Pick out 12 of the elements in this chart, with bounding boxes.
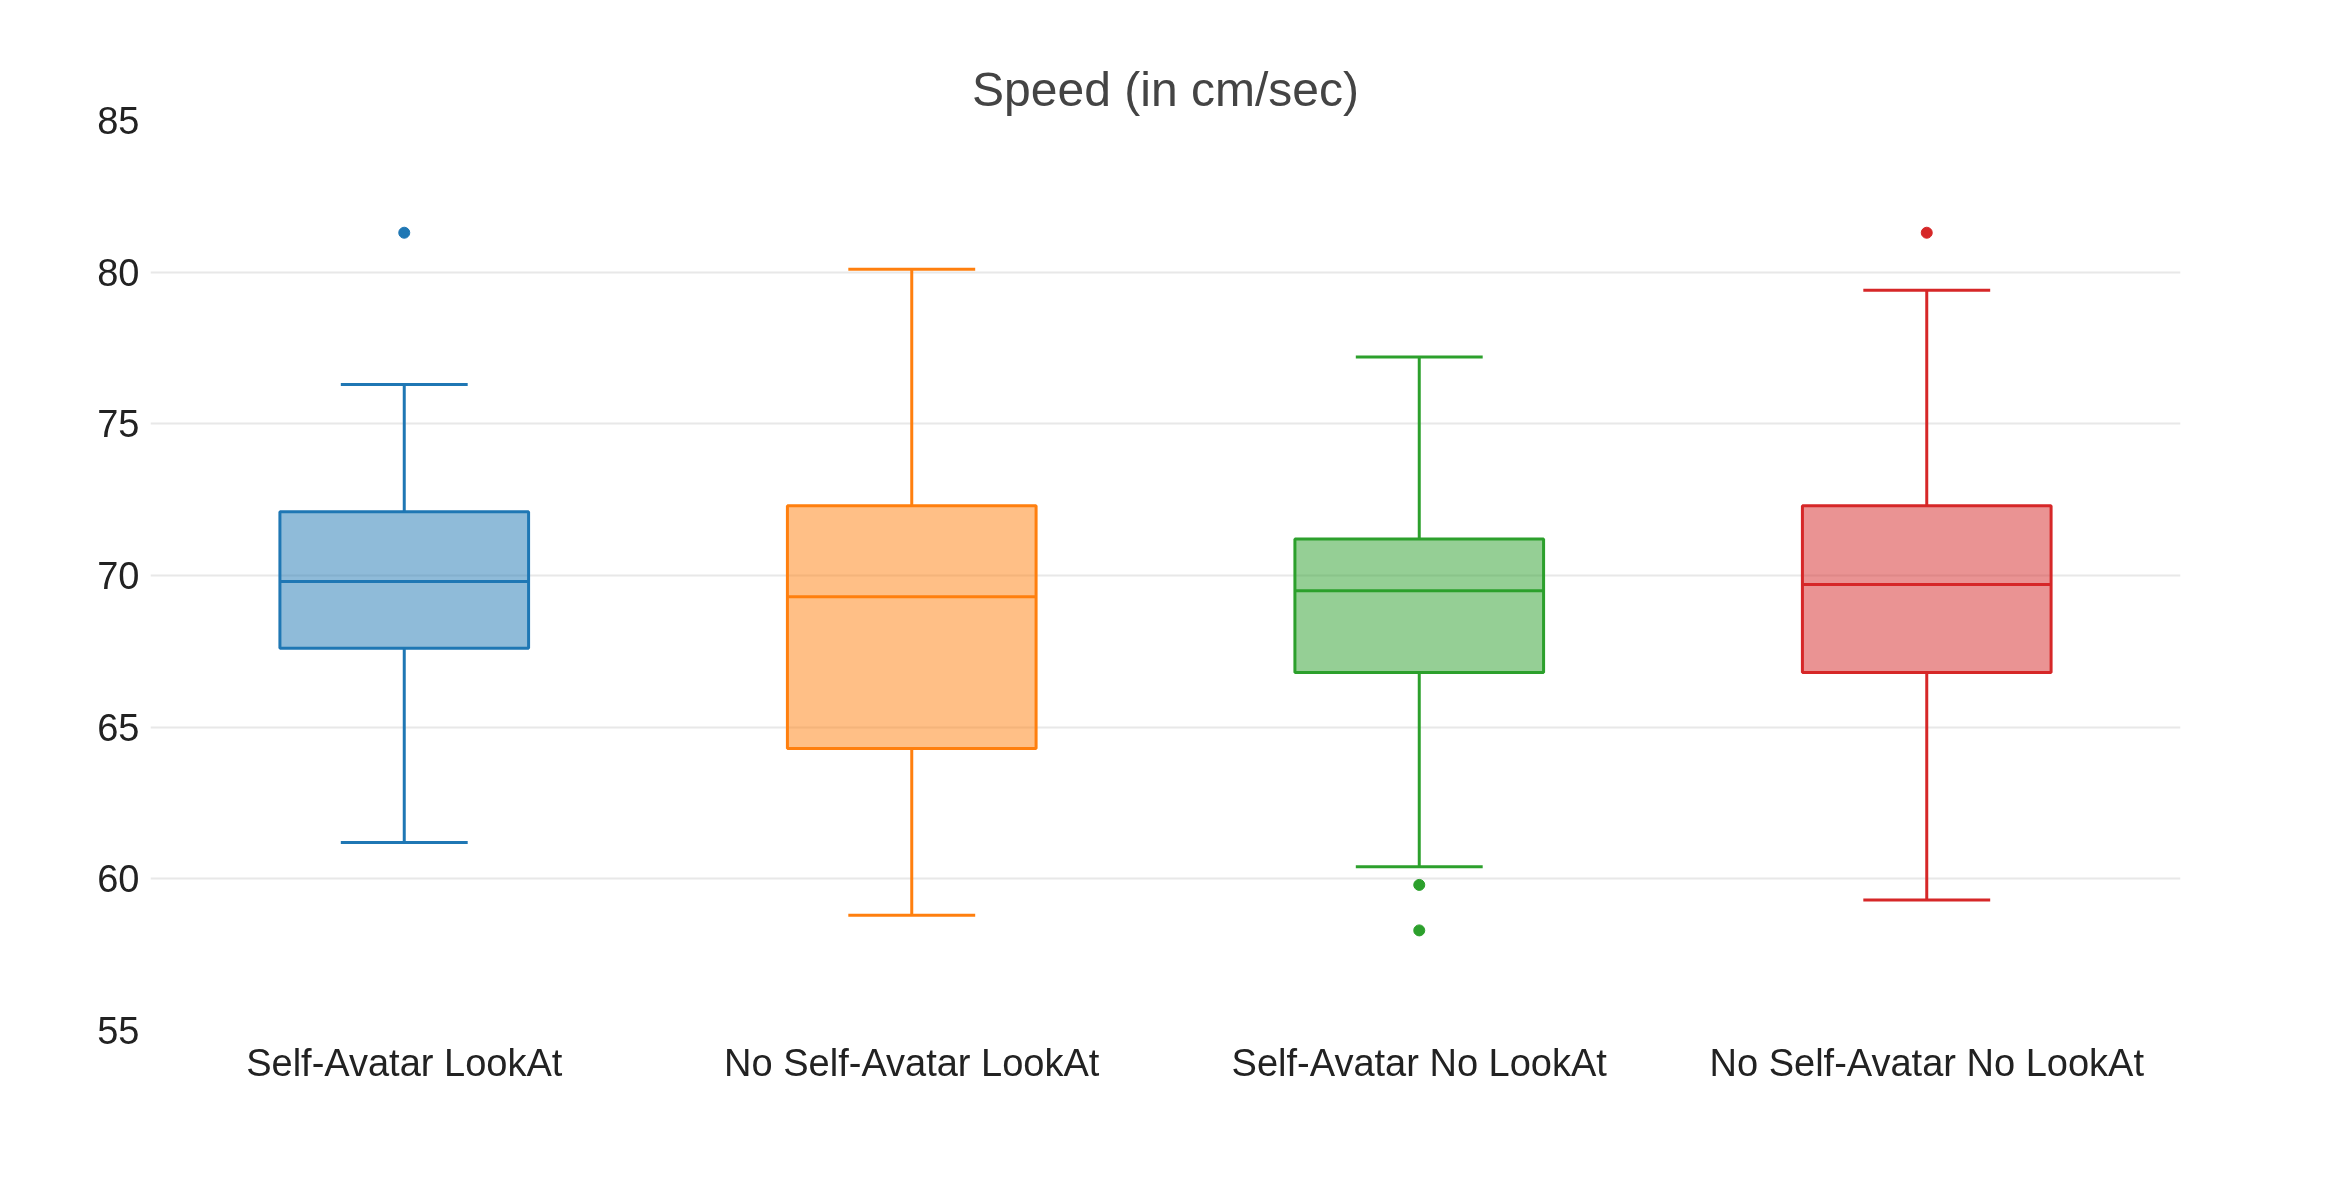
chart-title: Speed (in cm/sec) [972, 62, 1359, 116]
y-tick-label: 80 [97, 251, 140, 294]
y-tick-label: 55 [97, 1010, 140, 1052]
x-tick-label: No Self-Avatar No LookAt [1709, 1041, 2145, 1084]
x-tick-label: Self-Avatar LookAt [246, 1041, 563, 1084]
y-tick-label: 70 [97, 555, 140, 597]
x-tick-label: Self-Avatar No LookAt [1231, 1041, 1608, 1084]
x-tick-label: No Self-Avatar LookAt [724, 1041, 1100, 1084]
y-tick-label: 75 [97, 403, 140, 446]
y-tick-label: 60 [97, 858, 140, 901]
y-tick-label: 65 [97, 706, 140, 749]
y-tick-label: 85 [97, 100, 140, 142]
